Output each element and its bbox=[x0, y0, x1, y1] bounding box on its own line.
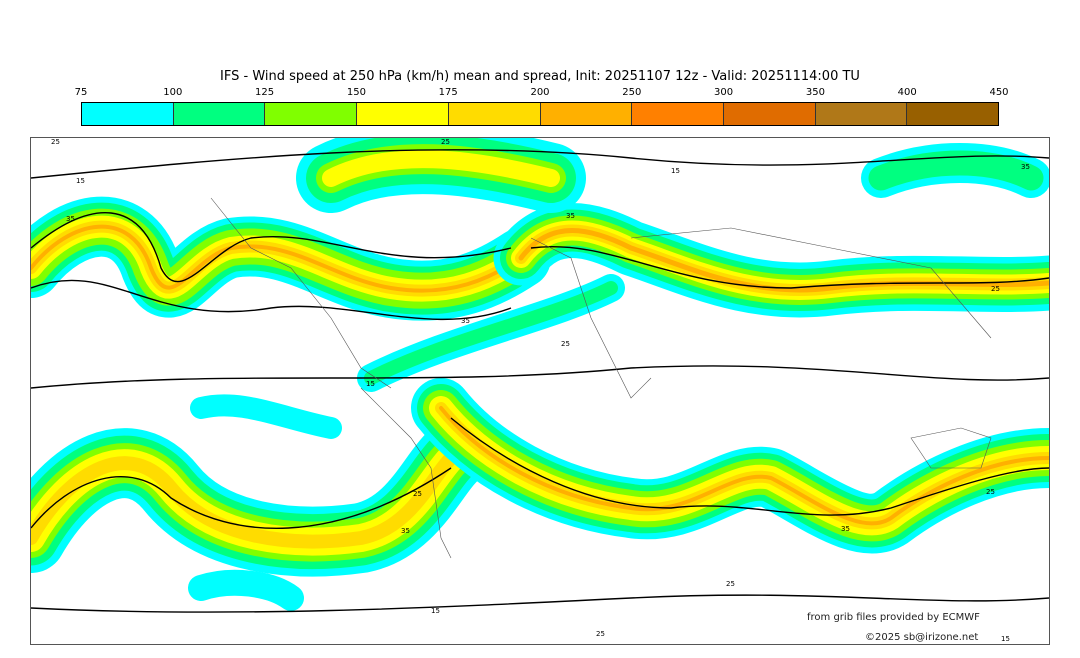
colorbar-tick: 175 bbox=[438, 87, 458, 98]
colorbar-swatch bbox=[448, 103, 541, 125]
isotach-contour bbox=[30, 212, 512, 283]
isotach-contour bbox=[30, 365, 1050, 389]
map-title: IFS - Wind speed at 250 hPa (km/h) mean … bbox=[220, 69, 860, 84]
contour-label: 25 bbox=[51, 138, 60, 146]
contour-label: 25 bbox=[561, 340, 570, 348]
colorbar-swatch bbox=[357, 103, 449, 125]
wind-speed-band bbox=[190, 394, 342, 439]
colorbar-tick: 125 bbox=[255, 87, 275, 98]
contour-label: 25 bbox=[986, 488, 995, 496]
contour-label: 25 bbox=[991, 285, 1000, 293]
contour-label: 35 bbox=[1021, 163, 1030, 171]
contour-label: 35 bbox=[461, 317, 470, 325]
contour-label: 25 bbox=[413, 490, 422, 498]
wind-speed-band bbox=[24, 451, 458, 549]
contour-label: 25 bbox=[596, 630, 605, 638]
isotach-contour bbox=[530, 246, 1050, 289]
colorbar-swatch bbox=[815, 103, 908, 125]
colorbar-tick: 400 bbox=[897, 87, 917, 98]
wind-speed-band bbox=[518, 228, 1052, 293]
colorbar-swatch bbox=[907, 103, 999, 125]
wind-speed-band bbox=[868, 150, 1044, 191]
isotach-contour bbox=[30, 279, 512, 320]
isotach-contour bbox=[30, 467, 452, 529]
contour-label: 35 bbox=[566, 212, 575, 220]
coastline bbox=[910, 427, 992, 469]
contour-label: 35 bbox=[841, 525, 850, 533]
colorbar-tick: 450 bbox=[989, 87, 1009, 98]
contour-label: 15 bbox=[1001, 635, 1010, 643]
colorbar-swatch bbox=[173, 103, 266, 125]
colorbar-swatch bbox=[632, 103, 724, 125]
coastline bbox=[210, 197, 392, 389]
coastline bbox=[630, 227, 992, 339]
wind-speed-band bbox=[439, 406, 1051, 526]
map-canvas: 25 25 15 35 35 35 15 25 15 25 35 25 25 35 35 25 15 25 15 bbox=[0, 124, 1079, 643]
wind-speed-band bbox=[322, 150, 560, 187]
colorbar-tick: 100 bbox=[163, 87, 183, 98]
contour-label: 15 bbox=[366, 380, 375, 388]
contour-label: 25 bbox=[441, 138, 450, 146]
isotach-contour bbox=[30, 594, 1050, 613]
contour-label: 15 bbox=[431, 607, 440, 615]
colorbar-legend bbox=[81, 102, 999, 126]
colorbar-swatch bbox=[723, 103, 816, 125]
copyright-credit: ©2025 sb@irizone.net bbox=[865, 632, 979, 643]
colorbar-tick: 200 bbox=[530, 87, 550, 98]
colorbar-tick: 350 bbox=[805, 87, 825, 98]
coastline bbox=[360, 387, 452, 559]
colorbar-swatch bbox=[540, 103, 633, 125]
contour-label: 25 bbox=[726, 580, 735, 588]
contour-label: 15 bbox=[671, 167, 680, 175]
contour-label: 35 bbox=[401, 527, 410, 535]
colorbar-swatch bbox=[82, 103, 174, 125]
isotach-contour bbox=[30, 149, 1050, 179]
colorbar-tick: 75 bbox=[74, 87, 88, 98]
wind-speed-band bbox=[29, 224, 523, 293]
data-source-credit: from grib files provided by ECMWF bbox=[807, 612, 980, 623]
contour-label: 35 bbox=[66, 215, 75, 223]
coastline bbox=[530, 237, 652, 399]
colorbar-swatch bbox=[265, 103, 358, 125]
colorbar-tick: 250 bbox=[622, 87, 642, 98]
wind-speed-band bbox=[364, 281, 618, 385]
contour-label: 15 bbox=[76, 177, 85, 185]
colorbar-tick-labels: 75 100 125 150 175 200 250 300 350 400 4… bbox=[75, 87, 1009, 99]
isotach-contour bbox=[450, 417, 1050, 516]
wind-speed-map: 25 25 15 35 35 35 15 25 15 25 35 25 25 35 35 25 15 25 15 bbox=[0, 124, 1079, 645]
colorbar-tick: 150 bbox=[346, 87, 366, 98]
colorbar-tick: 300 bbox=[714, 87, 734, 98]
wind-speed-band bbox=[188, 569, 304, 611]
